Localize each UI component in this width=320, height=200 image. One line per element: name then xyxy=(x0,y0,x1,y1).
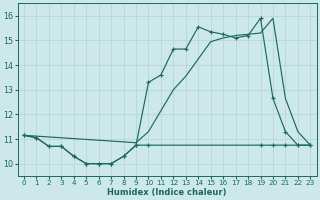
X-axis label: Humidex (Indice chaleur): Humidex (Indice chaleur) xyxy=(108,188,227,197)
